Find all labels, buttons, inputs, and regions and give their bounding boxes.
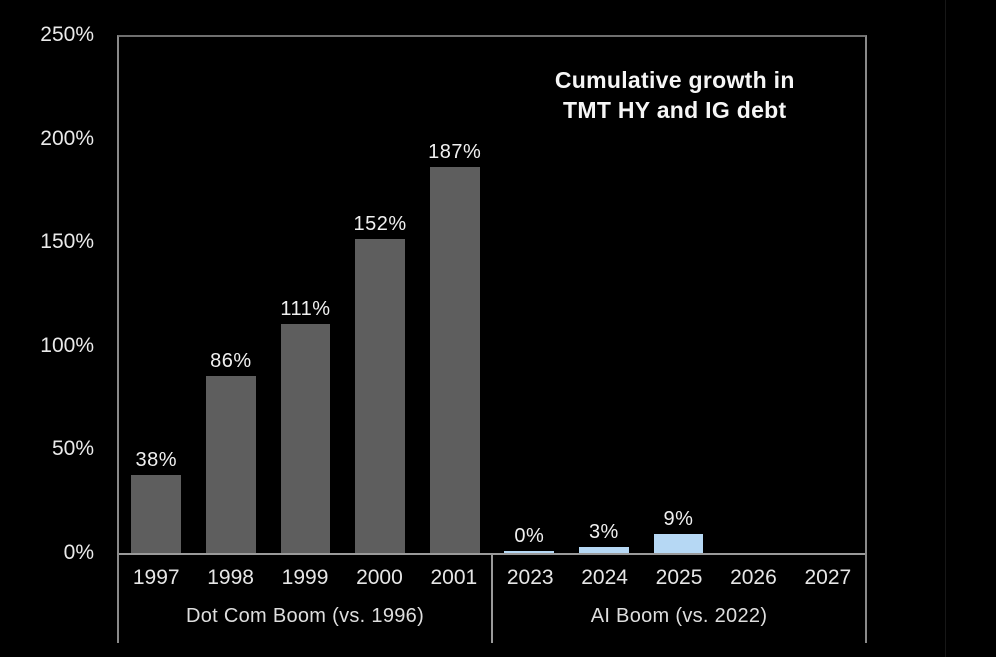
bar-value-label: 187% (428, 141, 482, 164)
y-axis-tick-label: 100% (40, 333, 94, 357)
bar-slot: 152% (343, 37, 418, 553)
bar-2001 (429, 167, 480, 553)
plot-frame: Cumulative growth in TMT HY and IG debt … (117, 35, 867, 643)
x-tick-label-2001: 2001 (430, 566, 478, 589)
bar-group-ai: 0% 3% 9% (492, 37, 865, 553)
bar-slot: 3% (567, 37, 642, 553)
chart-title-line1: Cumulative growth in (554, 67, 795, 93)
bar-slot: 38% (119, 37, 194, 553)
y-axis-tick-label: 150% (40, 230, 94, 254)
bar-value-label: 86% (210, 349, 252, 372)
y-axis: 0% 50% 100% 150% 200% 250% (0, 23, 100, 564)
x-tick-label-1998: 1998 (207, 566, 254, 589)
bar-2024 (578, 546, 629, 553)
bar-1997 (131, 474, 182, 553)
bar-slot: 187% (417, 37, 492, 553)
bar-value-label: 38% (135, 448, 178, 471)
bar-value-label: 9% (663, 508, 694, 531)
y-axis-tick-label: 200% (40, 126, 94, 150)
y-axis-tick-label: 50% (51, 437, 94, 461)
bar-slot: 86% (194, 37, 269, 553)
x-ticks-dotcom: 1997 1998 1999 2000 2001 (119, 555, 491, 597)
x-tick-label-2024: 2024 (581, 566, 628, 589)
chart-title-line2: TMT HY and IG debt (563, 97, 787, 124)
bar-2025 (653, 534, 704, 553)
bar-group-dotcom: 38% 86% 111% 152% 187% (119, 37, 492, 553)
group-label-ai: AI Boom (vs. 2022) (590, 605, 768, 627)
group-label-dotcom: Dot Com Boom (vs. 1996) (185, 605, 425, 627)
group-column-dotcom: 1997 1998 1999 2000 2001 Dot Com Boom (vs. 1… (119, 555, 491, 643)
x-tick-label-2023: 2023 (506, 566, 554, 589)
x-tick-label-2027: 2027 (804, 566, 852, 589)
bar-1998 (205, 375, 256, 553)
plot-area: Cumulative growth in TMT HY and IG debt … (119, 37, 865, 555)
x-ticks-ai: 2023 2024 2025 2026 2027 (493, 555, 865, 597)
bar-1999 (280, 323, 331, 553)
bar-slot: 0% (492, 37, 567, 553)
chart-title: Cumulative growth in TMT HY and IG debt (555, 65, 795, 126)
bar-slot: 9% (641, 37, 716, 553)
x-tick-label-2000: 2000 (356, 566, 403, 589)
y-axis-tick-label: 250% (40, 23, 94, 46)
x-axis-label-area: 1997 1998 1999 2000 2001 Dot Com Boom (vs. 1… (119, 555, 865, 643)
bar-slot (790, 37, 865, 553)
x-tick-label-1999: 1999 (281, 566, 329, 589)
bar-value-label: 3% (588, 520, 619, 543)
x-tick-label-2025: 2025 (655, 566, 703, 589)
bar-value-label: 152% (353, 213, 407, 236)
photo-edge-line (945, 0, 946, 657)
bar-value-label: 0% (514, 524, 545, 547)
group-column-ai: 2023 2024 2025 2026 2027 AI Boom (vs. 2022) (491, 555, 865, 643)
bar-value-label: 111% (280, 297, 331, 320)
x-tick-label-1997: 1997 (132, 566, 180, 589)
y-axis-tick-label: 0% (63, 541, 94, 564)
bar-slot: 111% (268, 37, 343, 553)
bar-2000 (355, 239, 406, 553)
bar-2023 (504, 550, 555, 553)
x-tick-label-2026: 2026 (730, 566, 777, 589)
